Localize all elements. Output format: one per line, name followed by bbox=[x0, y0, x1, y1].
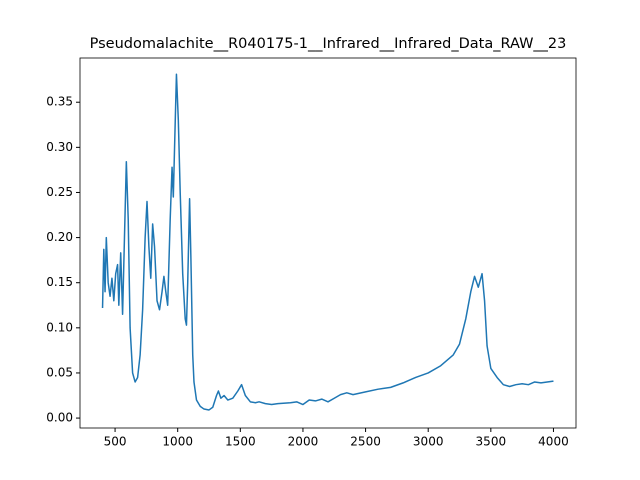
y-tick-label: 0.05 bbox=[46, 365, 73, 379]
chart-title: Pseudomalachite__R040175-1__Infrared__In… bbox=[90, 36, 567, 52]
y-tick-label: 0.30 bbox=[46, 140, 73, 154]
x-tick-label: 2000 bbox=[288, 435, 319, 449]
x-tick-label: 3500 bbox=[476, 435, 507, 449]
y-tick-label: 0.10 bbox=[46, 320, 73, 334]
x-tick-label: 2500 bbox=[350, 435, 381, 449]
y-tick-label: 0.15 bbox=[46, 275, 73, 289]
plot-frame bbox=[79, 57, 577, 429]
x-tick-label: 1500 bbox=[225, 435, 256, 449]
x-tick-label: 1000 bbox=[162, 435, 193, 449]
y-tick-label: 0.35 bbox=[46, 95, 73, 109]
x-tick-label: 3000 bbox=[413, 435, 444, 449]
y-tick-label: 0.20 bbox=[46, 230, 73, 244]
y-tick-label: 0.25 bbox=[46, 185, 73, 199]
data-line bbox=[101, 73, 554, 411]
x-tick-label: 500 bbox=[104, 435, 127, 449]
x-tick-label: 4000 bbox=[538, 435, 569, 449]
y-tick-label: 0.00 bbox=[46, 411, 73, 425]
